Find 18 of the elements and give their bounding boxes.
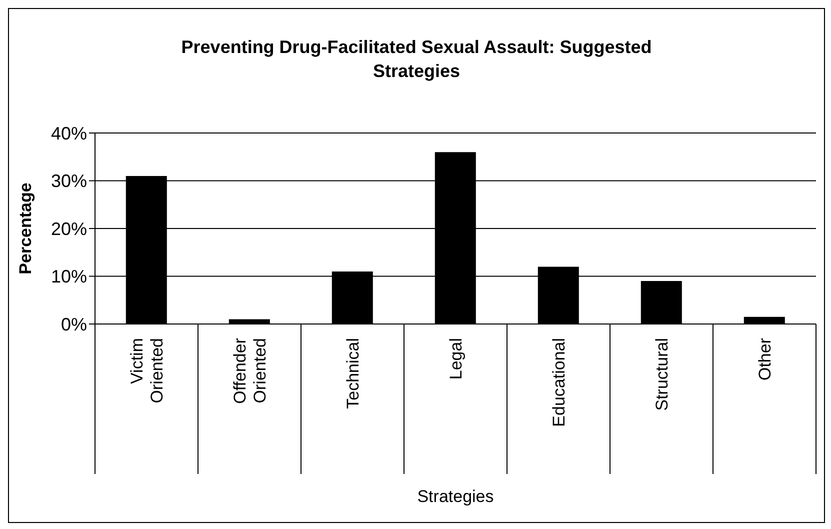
bar	[640, 281, 682, 324]
bar	[228, 319, 270, 324]
y-axis-title: Percentage	[16, 182, 36, 274]
y-tick-label: 40%	[50, 123, 87, 144]
x-tick-label: Technical	[344, 338, 362, 409]
y-tick-label: 20%	[50, 218, 87, 239]
x-tick-label: Educational	[550, 338, 568, 427]
x-tick-label: Other	[756, 338, 774, 381]
bar	[744, 316, 785, 324]
x-tick-label: Offender Oriented	[230, 338, 270, 404]
x-tick-label: Legal	[446, 338, 466, 380]
y-tick-label: 30%	[50, 171, 87, 192]
x-tick-label: Victim Oriented	[128, 338, 166, 404]
chart-title: Preventing Drug-Facilitated Sexual Assault: Suggested Strategies	[180, 36, 653, 83]
x-axis-title: Strategies	[417, 487, 494, 506]
x-tick-label: Structural	[652, 338, 672, 411]
y-tick-label: 10%	[50, 266, 87, 287]
y-tick-label: 0%	[60, 314, 87, 334]
